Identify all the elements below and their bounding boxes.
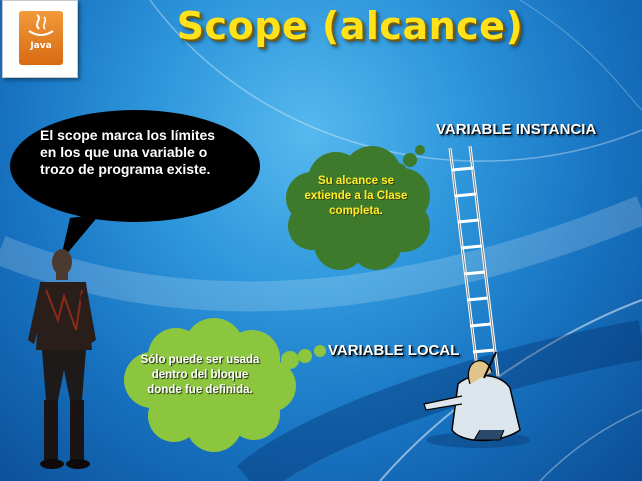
- java-cup-icon: Java: [19, 11, 63, 65]
- slide-title: Scope (alcance): [176, 4, 524, 48]
- thought-bubble-bottom: [124, 318, 326, 452]
- label-variable-instancia: VARIABLE INSTANCIA: [436, 121, 597, 138]
- logo-text: Java: [30, 41, 52, 51]
- thought-bubble-top: [286, 145, 430, 270]
- speech-bubble: [10, 110, 260, 262]
- thought-bubble-top-text: Su alcance se extiende a la Clase comple…: [304, 175, 408, 217]
- java-logo: Java: [2, 0, 78, 78]
- thought-bubble-bottom-text: Sólo puede ser usada dentro del bloque d…: [140, 354, 260, 396]
- label-variable-local: VARIABLE LOCAL: [328, 342, 460, 359]
- speech-bubble-text: El scope marca los límites en los que un…: [40, 127, 216, 177]
- steam-icon: [28, 14, 54, 36]
